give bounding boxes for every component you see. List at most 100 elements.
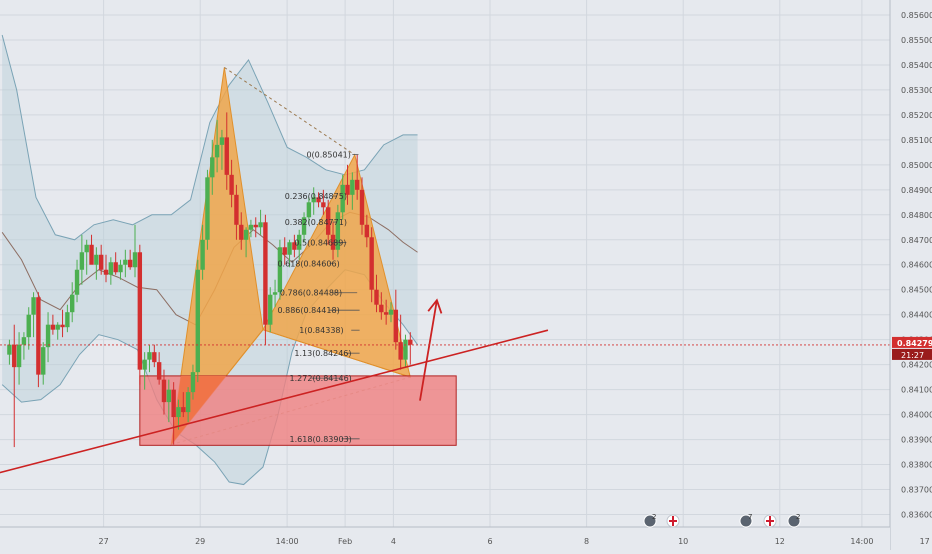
price-tick-label: 0.84200 [901,361,932,370]
time-tick-label: 27 [99,537,109,546]
fib-level-label: 0.382(0.84771) [285,218,347,227]
candle-body [258,222,263,228]
price-tick-label: 0.84900 [901,186,932,195]
candle-body [79,252,85,270]
candle-body [277,247,283,293]
candle-body [36,297,41,375]
candle-body [224,137,229,175]
economic-event-icon[interactable] [643,514,657,528]
candle-body [94,254,99,265]
candle-body [205,177,210,240]
candle-body [60,324,65,328]
candle-body [311,197,316,203]
price-axis-background [890,0,932,550]
fib-level-label: 0.5(0.84689) [294,239,346,248]
fib-level-label: 1.618(0.83903) [290,435,352,444]
candle-body [156,362,162,380]
time-axis-background [0,527,890,550]
candle-body [70,294,75,313]
candle-body [239,224,244,240]
candle-body [118,264,123,273]
candle-body [152,352,157,363]
projection-arrow[interactable] [419,300,438,401]
candle-body [219,137,225,145]
price-tick-label: 0.84700 [901,236,932,245]
candle-body [383,312,389,315]
fib-level-label: 1(0.84338) [299,326,343,335]
candle-body [272,292,278,295]
candle-body [123,259,128,265]
candle-body [55,324,60,330]
trendline[interactable] [0,329,549,474]
price-tick-label: 0.84500 [901,286,932,295]
time-tick-label: 14:00 [850,537,873,546]
candle-body [65,312,70,328]
price-tick-label: 0.84100 [901,386,932,395]
candle-body [354,179,360,190]
price-tick-label: 0.83800 [901,461,932,470]
pattern-line-ac [224,67,356,156]
candle-body [282,247,287,255]
event-count-label: 7 [748,513,752,521]
time-tick-label: 29 [195,537,205,546]
candle-body [74,269,80,295]
candle-body [176,407,181,418]
candle-body [7,344,12,355]
candle-body [185,392,191,413]
candle-body [45,324,51,348]
countdown-badge [892,348,932,360]
price-tick-label: 0.84400 [901,311,932,320]
event-badges[interactable]: 2 7 2 [643,513,801,528]
candle-body [21,337,27,345]
candle-body [374,289,379,305]
candle-body [248,224,254,230]
drawing-lines[interactable] [0,298,890,474]
current-price-label: 0.84279 [897,339,932,348]
candle-body [287,242,292,255]
candle-body [388,309,394,315]
price-tick-label: 0.85400 [901,61,932,70]
price-tick-label: 0.83700 [901,486,932,495]
candle-body [301,217,307,235]
candle-body [12,344,17,368]
candle-body [50,324,56,330]
fib-level-label: 0.886(0.84418) [277,306,339,315]
candle-body [103,269,109,275]
time-tick-label: 4 [391,537,396,546]
price-tick-label: 0.85300 [901,86,932,95]
time-tick-label: 17 [920,537,930,546]
price-tick-label: 0.85600 [901,11,932,20]
time-tick-label: 10 [678,537,688,546]
candle-body [393,309,399,343]
time-tick-label: 6 [487,537,492,546]
candle-body [16,344,22,368]
candle-body [350,179,355,195]
candle-body [190,372,196,393]
economic-event-icon[interactable] [787,514,801,528]
current-price-badge [892,336,932,348]
fib-level-label: 1.272(0.84146) [290,374,352,383]
candles [7,112,413,448]
candle-body [306,202,312,218]
fib-level-label: 0.236(0.84875) [285,192,347,201]
event-count-label: 2 [652,513,656,521]
time-tick-label: 14:00 [276,537,299,546]
candle-body [41,347,46,375]
candle-body [161,379,167,403]
candle-body [229,174,234,195]
candle-body [263,222,268,325]
economic-event-icon[interactable] [739,514,753,528]
zone-pattern-overlap [171,375,227,445]
price-tick-label: 0.85500 [901,36,932,45]
price-axis[interactable]: 0.85600 0.85500 0.85400 0.85300 0.85200 0.851… [889,0,932,550]
candle-body [214,144,220,158]
countdown-label: 21:27 [901,351,924,360]
candle-body [243,229,249,240]
candle-body [142,359,147,370]
fib-level-label: 0.786(0.84488) [280,289,342,298]
projection-arrow-head[interactable] [427,298,443,314]
